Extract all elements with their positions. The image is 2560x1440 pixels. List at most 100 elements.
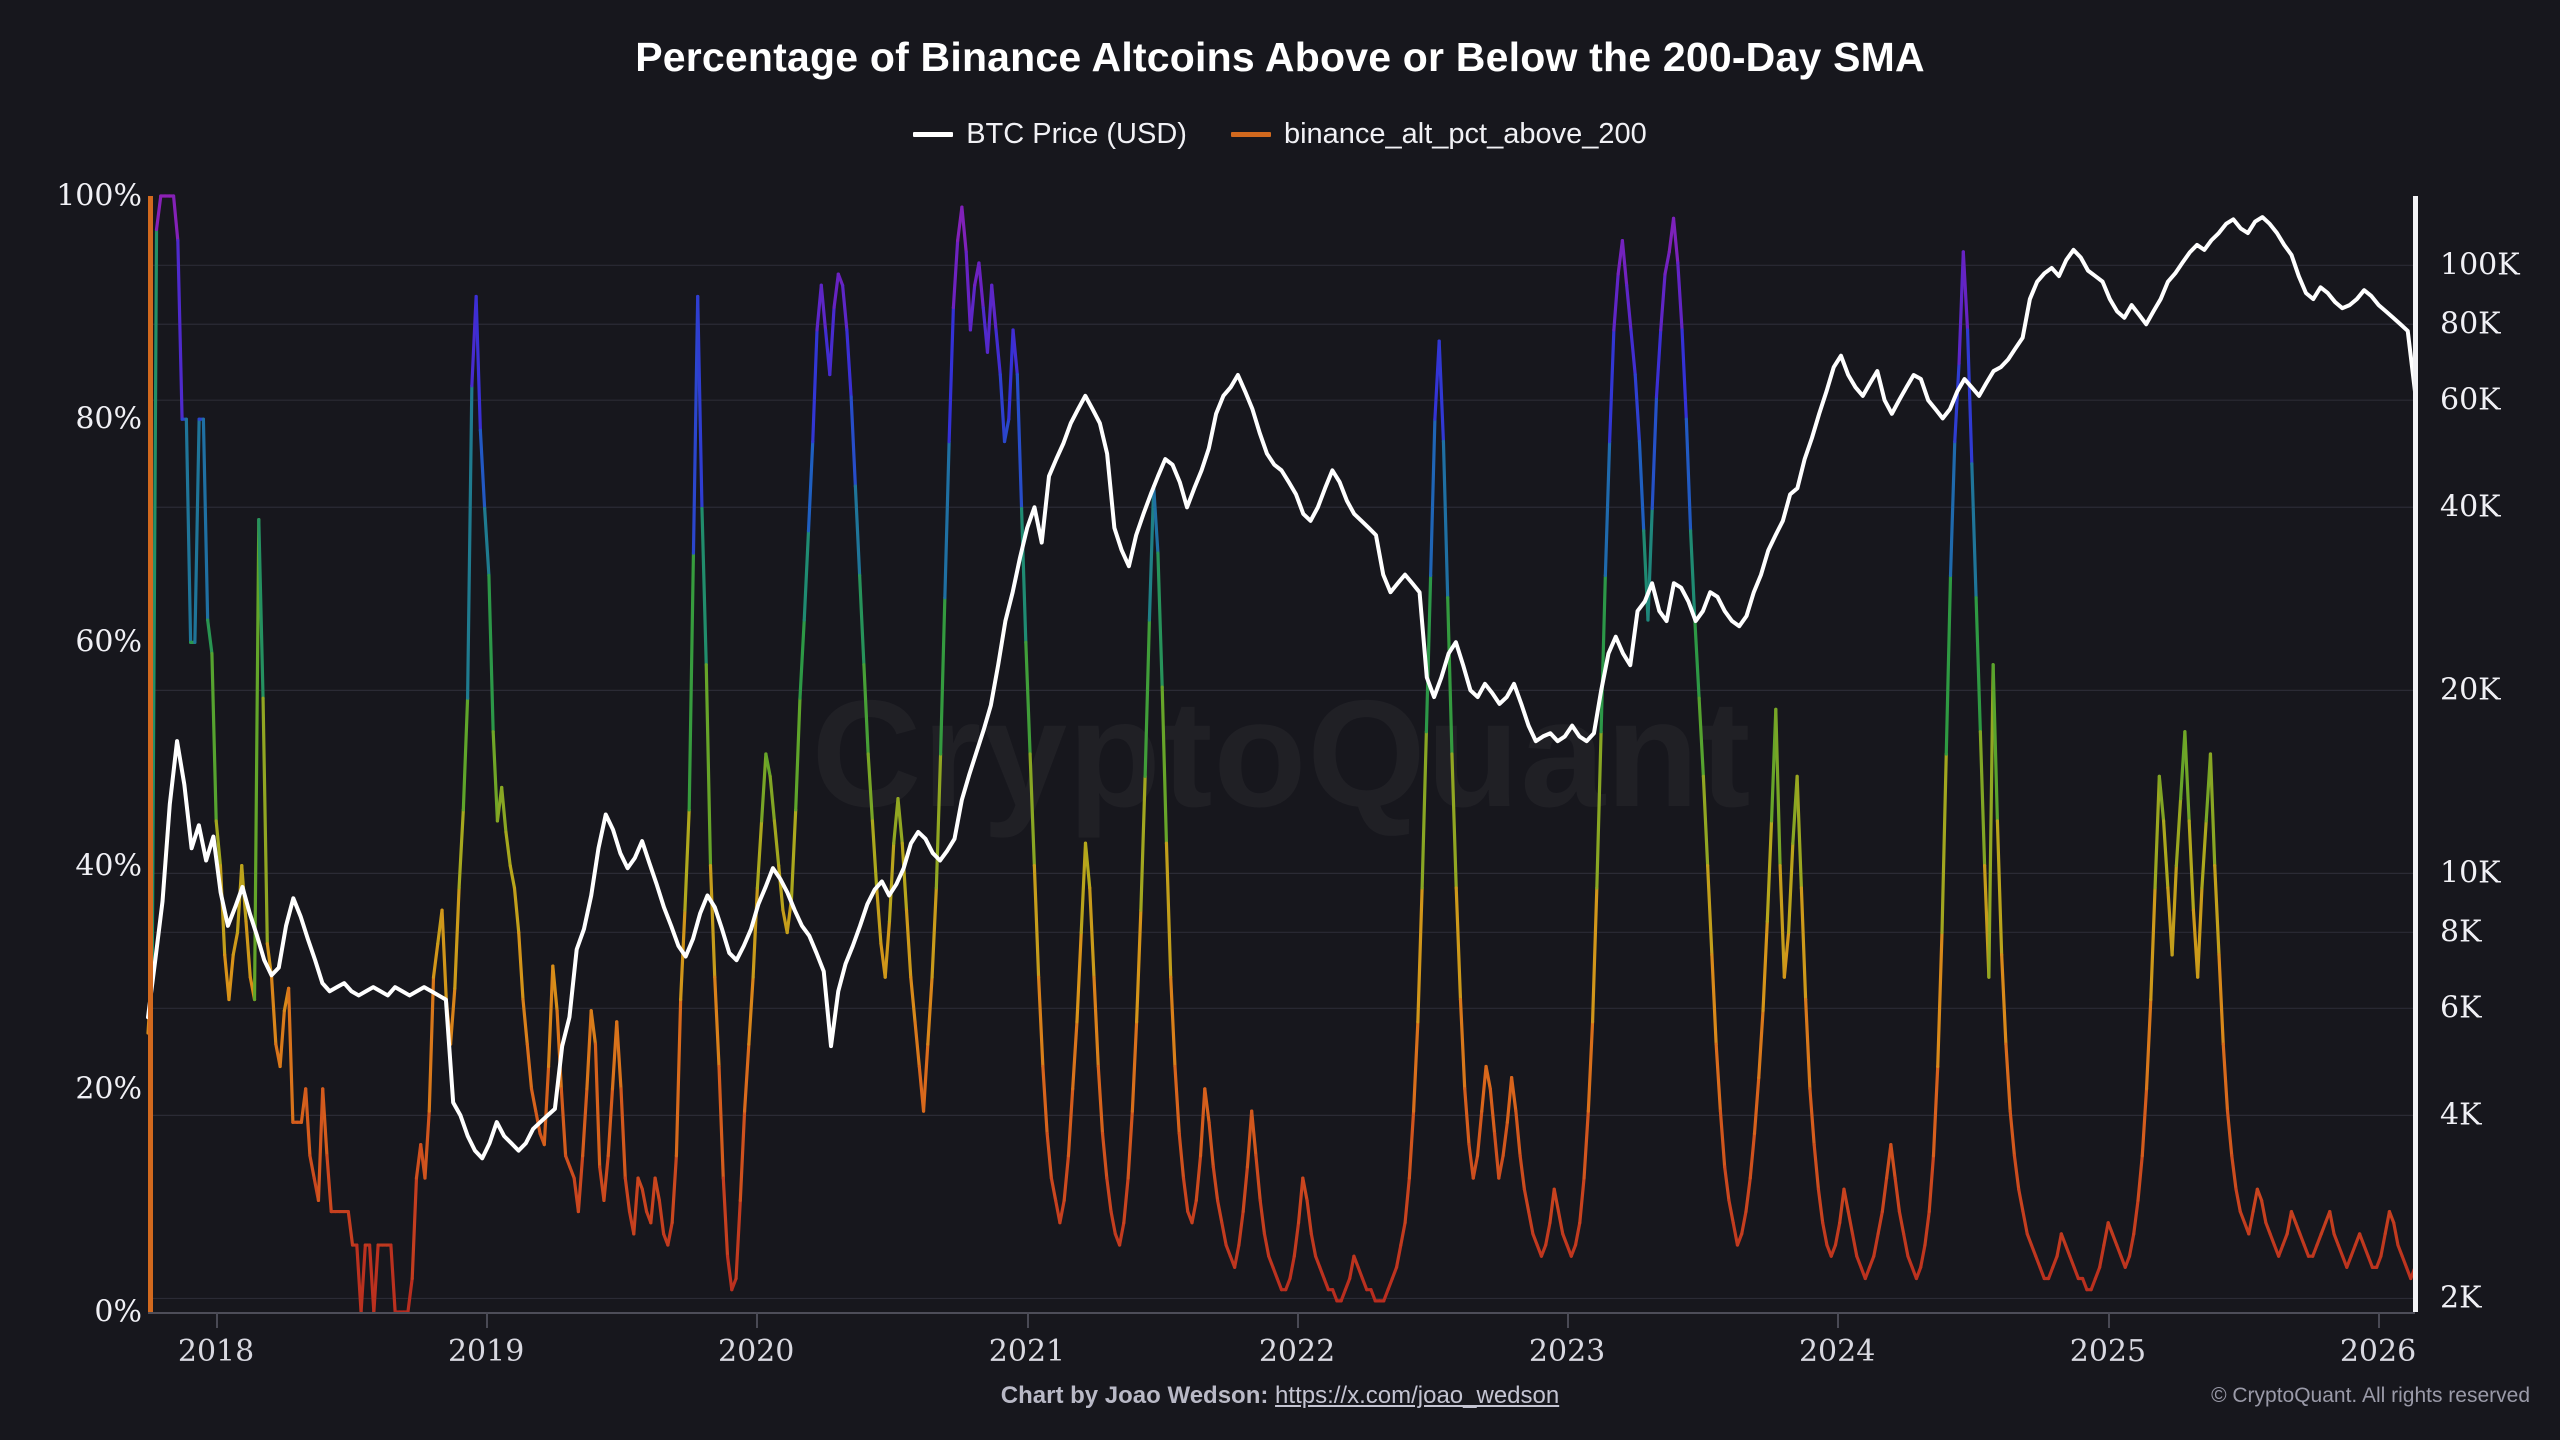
alt-pct-segment [2157, 774, 2166, 823]
alt-pct-segment [1407, 1109, 1416, 1180]
alt-pct-segment [1923, 1209, 1931, 1247]
alt-pct-segment [2140, 1087, 2149, 1158]
alt-pct-segment [947, 305, 955, 444]
alt-pct-segment [1757, 1009, 1765, 1080]
alt-pct-segment [2136, 1154, 2144, 1203]
alt-pct-segment [1961, 250, 1970, 332]
alt-pct-segment [1795, 774, 1803, 890]
alt-pct-segment [525, 1042, 534, 1091]
alt-pct-segment [1194, 1154, 1203, 1203]
alt-pct-segment [589, 1009, 598, 1046]
alt-pct-segment [649, 1176, 657, 1225]
x-axis-tickmark-2022 [1297, 1312, 1300, 1328]
alt-pct-segment [811, 328, 819, 444]
alt-pct-segment [542, 1064, 551, 1147]
alt-pct-segment [1829, 1243, 1838, 1258]
alt-pct-segment [2034, 1254, 2042, 1269]
legend-btc-price[interactable]: BTC Price (USD) [913, 118, 1187, 151]
alt-pct-segment [708, 863, 717, 979]
alt-pct-segment [1233, 1243, 1241, 1269]
x-axis-tick-2024: 2024 [1798, 1334, 1876, 1369]
alt-pct-segment [1957, 250, 1965, 365]
alt-pct-segment [184, 417, 193, 644]
alt-pct-segment [909, 975, 917, 1024]
alt-pct-segment [1842, 1187, 1850, 1214]
alt-pct-segment [593, 1042, 602, 1169]
legend-alt-pct[interactable]: binance_alt_pct_above_200 [1230, 118, 1647, 151]
alt-pct-segment [1139, 774, 1147, 912]
alt-pct-segment [1356, 1265, 1365, 1281]
alt-pct-segment [798, 618, 806, 700]
alt-pct-segment [1360, 1276, 1369, 1292]
alt-pct-segment [1296, 1176, 1305, 1225]
alt-pct-segment [1250, 1109, 1258, 1158]
alt-pct-segment [602, 1154, 610, 1203]
alt-pct-segment [568, 1165, 576, 1180]
alt-pct-segment [231, 930, 240, 957]
alt-pct-segment [883, 919, 892, 979]
alt-pct-segment [900, 841, 909, 912]
alt-pct-segment [1906, 1254, 1914, 1269]
credit-link[interactable]: https://x.com/joao_wedson [1275, 1382, 1560, 1409]
alt-pct-segment [2123, 1254, 2132, 1269]
alt-pct-segment [1411, 1020, 1420, 1113]
alt-pct-segment [1135, 908, 1143, 1024]
alt-pct-segment [478, 428, 487, 511]
alt-pct-segment [1663, 250, 1671, 276]
alt-pct-segment [1348, 1254, 1356, 1281]
alt-pct-segment [154, 194, 163, 232]
x-axis-tick-2021: 2021 [988, 1334, 1066, 1369]
alt-pct-segment [832, 272, 840, 310]
chart-credit: Chart by Joao Wedson: https://x.com/joao… [0, 1382, 2560, 1410]
alt-pct-segment [2349, 1243, 2357, 1258]
alt-pct-segment [849, 395, 857, 488]
alt-pct-segment [2089, 1276, 2098, 1292]
alt-pct-segment [2396, 1243, 2404, 1258]
y-axis-right-tick-80K: 80K [2440, 306, 2501, 342]
alt-pct-segment [2285, 1209, 2294, 1236]
alt-pct-segment [1846, 1209, 1855, 1236]
alt-pct-segment [1676, 261, 1684, 332]
alt-pct-segment [1633, 372, 1642, 444]
alt-pct-segment [2174, 797, 2183, 868]
alt-pct-segment [1804, 997, 1812, 1091]
alt-pct-segment [1339, 1288, 1348, 1303]
alt-pct-segment [529, 1087, 538, 1113]
alt-pct-segment [951, 239, 960, 310]
alt-pct-segment [1045, 1131, 1053, 1180]
alt-pct-segment [615, 1020, 623, 1091]
alt-pct-segment [704, 663, 713, 868]
alt-pct-segment [1914, 1265, 1923, 1281]
alt-pct-segment [2259, 1198, 2268, 1225]
alt-pct-segment [1706, 863, 1714, 957]
alt-pct-segment [1782, 930, 1791, 979]
alt-pct-segment [261, 696, 269, 946]
alt-pct-segment [1032, 863, 1041, 979]
x-axis-tickmark-2020 [756, 1312, 759, 1328]
alt-pct-segment [1693, 618, 1701, 700]
alt-pct-segment [1569, 1243, 1578, 1258]
alt-pct-segment [1437, 339, 1446, 444]
alt-pct-segment [1659, 272, 1667, 332]
alt-pct-segment [1684, 417, 1693, 533]
alt-pct-segment [244, 919, 252, 979]
alt-pct-segment [2319, 1221, 2328, 1236]
alt-pct-segment [1974, 596, 1982, 734]
alt-pct-segment [2238, 1209, 2247, 1225]
alt-pct-segment [742, 1042, 751, 1113]
alt-pct-segment [802, 529, 811, 622]
alt-pct-segment [2017, 1187, 2025, 1214]
alt-pct-segment [440, 908, 448, 1002]
y-axis-left-tick-0%: 0% [94, 1294, 142, 1330]
alt-pct-segment [1953, 361, 1961, 444]
alt-pct-segment [2392, 1221, 2400, 1247]
alt-pct-segment [768, 774, 777, 823]
alt-pct-segment [2225, 1109, 2234, 1158]
alt-pct-segment [1778, 863, 1786, 979]
alt-pct-segment [2315, 1232, 2323, 1247]
alt-pct-segment [2302, 1243, 2311, 1258]
alt-pct-segment [1254, 1154, 1262, 1203]
alt-pct-segment [2149, 886, 2157, 1002]
alt-pct-segment [2063, 1243, 2072, 1258]
alt-pct-segment [1582, 1109, 1590, 1180]
